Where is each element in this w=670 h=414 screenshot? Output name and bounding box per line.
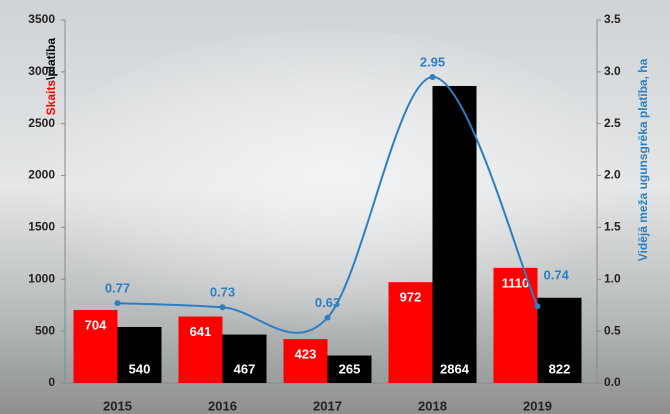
y2-tick-label: 3.5 (604, 12, 621, 26)
bar (222, 334, 267, 383)
y2-tick-label: 0.5 (604, 323, 621, 337)
bar (73, 309, 118, 383)
data-label: 972 (400, 290, 422, 305)
x-tick-label: 2016 (208, 398, 237, 413)
y-axis-label: \platība (44, 38, 58, 80)
y2-tick-label: 1.0 (604, 271, 621, 285)
y2-tick-label: 2.0 (604, 168, 621, 182)
bar (388, 282, 433, 383)
y-tick-label: 2000 (28, 168, 55, 182)
bar (117, 326, 162, 383)
data-label: 0.77 (105, 281, 130, 296)
y-tick-label: 3000 (28, 64, 55, 78)
y2-tick-label: 0.0 (604, 375, 621, 389)
data-label: 2864 (440, 361, 470, 376)
x-tick-label: 2018 (418, 398, 447, 413)
data-label: 0.74 (544, 268, 570, 283)
y-tick-label: 1500 (28, 220, 55, 234)
bar (178, 316, 223, 383)
y-tick-label: 1000 (28, 271, 55, 285)
line-marker (324, 314, 331, 321)
bar (537, 297, 582, 383)
y2-tick-label: 3.0 (604, 64, 621, 78)
y-tick-label: 500 (35, 323, 55, 337)
line-marker (114, 300, 121, 307)
data-label: 2.95 (420, 54, 445, 69)
bar (283, 339, 328, 383)
data-label: 265 (339, 361, 361, 376)
data-label: 704 (85, 317, 107, 332)
data-label: 423 (295, 347, 317, 362)
y2-axis-label: Vidējā meža ugunsgrēka platība, ha (636, 58, 650, 261)
y-tick-label: 3500 (28, 12, 55, 26)
data-label: 1110 (502, 275, 530, 290)
data-label: 467 (234, 361, 256, 376)
fog (30, 30, 630, 350)
y-tick-label: 0 (48, 375, 55, 389)
data-label: 540 (129, 361, 151, 376)
data-label: 0.63 (315, 295, 340, 310)
y2-tick-label: 1.5 (604, 220, 621, 234)
line-marker (429, 74, 436, 81)
x-tick-label: 2019 (523, 398, 552, 413)
data-label: 0.73 (210, 285, 235, 300)
y-axis-label: Skaits (44, 80, 58, 116)
x-tick-label: 2017 (313, 398, 342, 413)
line (117, 76, 539, 334)
y2-tick-label: 2.5 (604, 116, 621, 130)
data-label: 822 (549, 361, 571, 376)
line-marker (534, 303, 541, 310)
y-tick-label: 2500 (28, 116, 55, 130)
bar (327, 355, 372, 383)
x-tick-label: 2015 (103, 398, 132, 413)
bar (432, 85, 477, 384)
line-marker (219, 304, 226, 311)
data-label: 641 (190, 324, 212, 339)
